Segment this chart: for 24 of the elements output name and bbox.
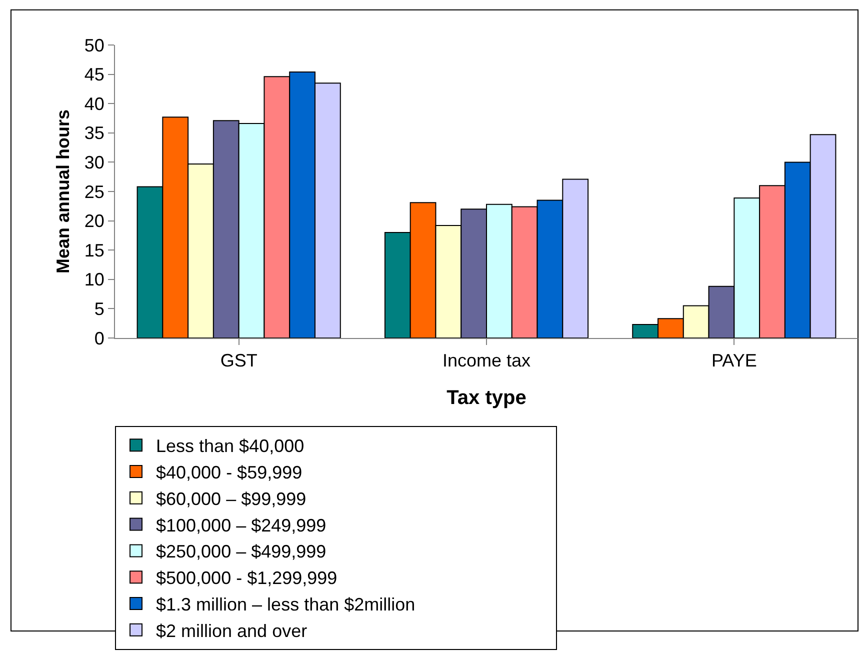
y-tick-label: 20 (84, 211, 104, 232)
y-tick-label: 35 (84, 123, 104, 144)
x-tick-label: GST (220, 350, 258, 371)
legend-label: $1.3 million – less than $2million (156, 594, 416, 615)
x-tick-label: Income tax (442, 350, 531, 371)
x-axis-title: Tax type (446, 387, 526, 410)
legend-label: $500,000 - $1,299,999 (156, 568, 338, 588)
y-tick-label: 45 (84, 64, 104, 85)
legend-label: $60,000 – $99,999 (156, 488, 306, 509)
y-tick-label: 5 (94, 299, 104, 319)
legend-label: $250,000 – $499,999 (156, 542, 326, 562)
y-tick-label: 50 (84, 35, 104, 56)
legend-label: $40,000 - $59,999 (156, 462, 302, 483)
y-axis-title: Mean annual hours (53, 109, 73, 274)
y-tick-label: 25 (84, 182, 104, 202)
legend-label: $2 million and over (156, 620, 308, 641)
y-tick-label: 10 (84, 270, 104, 290)
legend-label: $100,000 – $249,999 (156, 515, 326, 536)
y-tick-label: 15 (84, 240, 104, 260)
y-tick-label: 40 (84, 94, 104, 114)
y-tick-label: 30 (84, 152, 104, 172)
legend-label: Less than $40,000 (156, 436, 304, 456)
x-tick-label: PAYE (711, 350, 757, 371)
y-tick-label: 0 (94, 328, 104, 348)
